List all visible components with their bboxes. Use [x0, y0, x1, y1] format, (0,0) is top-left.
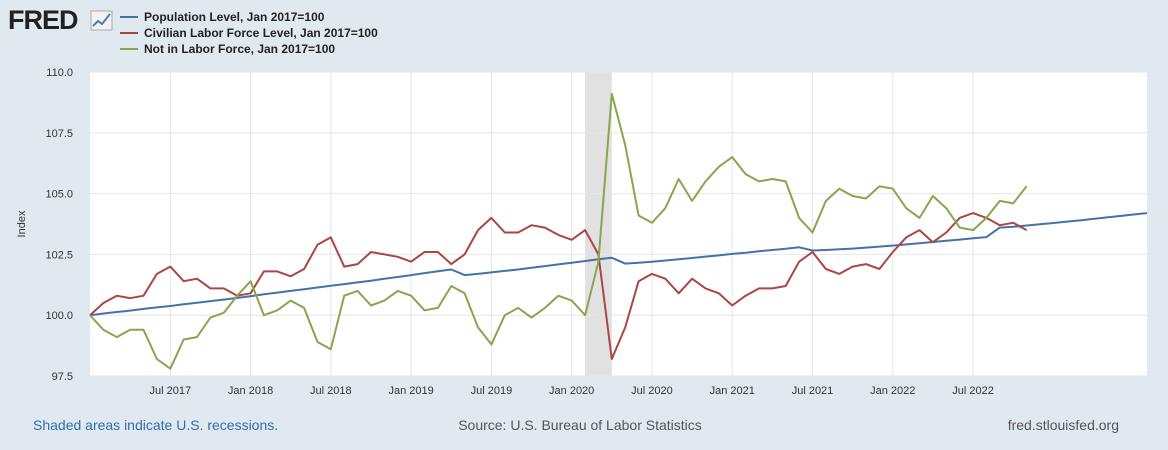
series-line-not-in-labor-force[interactable] [89, 92, 1028, 370]
chart-line-icon [90, 10, 113, 31]
series-line-labor-force[interactable] [89, 212, 1028, 360]
legend-label-population: Population Level, Jan 2017=100 [144, 10, 325, 24]
y-tick-label: 102.5 [45, 249, 73, 261]
x-tick-label: Jul 2018 [310, 385, 352, 397]
y-tick-label: 97.5 [52, 371, 73, 383]
x-tick-label: Jul 2019 [471, 385, 513, 397]
legend-label-not-in-labor-force: Not in Labor Force, Jan 2017=100 [144, 42, 335, 56]
series-layer [89, 92, 1148, 370]
x-tick-label: Jan 2019 [388, 385, 433, 397]
legend-item-population[interactable]: Population Level, Jan 2017=100 [120, 10, 325, 24]
source-text: Source: U.S. Bureau of Labor Statistics [458, 417, 702, 433]
x-tick-label: Jan 2020 [549, 385, 594, 397]
site-link[interactable]: fred.stlouisfed.org [1008, 417, 1119, 433]
y-tick-label: 105.0 [45, 189, 73, 201]
legend-label-labor-force: Civilian Labor Force Level, Jan 2017=100 [144, 26, 378, 40]
x-tick-label: Jul 2022 [952, 385, 994, 397]
x-tick-label: Jul 2017 [149, 385, 191, 397]
x-tick-label: Jan 2021 [710, 385, 755, 397]
legend-item-labor-force[interactable]: Civilian Labor Force Level, Jan 2017=100 [120, 26, 378, 40]
fred-logo[interactable]: FRED [8, 5, 113, 35]
fred-logo-text: FRED [8, 5, 78, 35]
gridlines [90, 71, 1147, 377]
x-tick-label: Jan 2018 [228, 385, 273, 397]
x-tick-label: Jan 2022 [870, 385, 915, 397]
y-tick-label: 100.0 [45, 310, 73, 322]
y-axis-title: Index [16, 210, 28, 237]
legend-item-not-in-labor-force[interactable]: Not in Labor Force, Jan 2017=100 [120, 42, 335, 56]
y-tick-label: 107.5 [45, 128, 73, 140]
recession-note[interactable]: Shaded areas indicate U.S. recessions. [33, 417, 278, 433]
x-tick-label: Jul 2021 [792, 385, 834, 397]
x-axis: Jul 2017 Jan 2018 Jul 2018 Jan 2019 Jul 2019… [149, 385, 993, 397]
y-axis: 97.5 100.0 102.5 105.0 107.5 110.0 [45, 67, 73, 383]
series-line-population[interactable] [89, 212, 1148, 317]
y-tick-label: 110.0 [46, 67, 73, 79]
x-tick-label: Jul 2020 [631, 385, 673, 397]
legend: Population Level, Jan 2017=100 Civilian … [120, 10, 378, 56]
